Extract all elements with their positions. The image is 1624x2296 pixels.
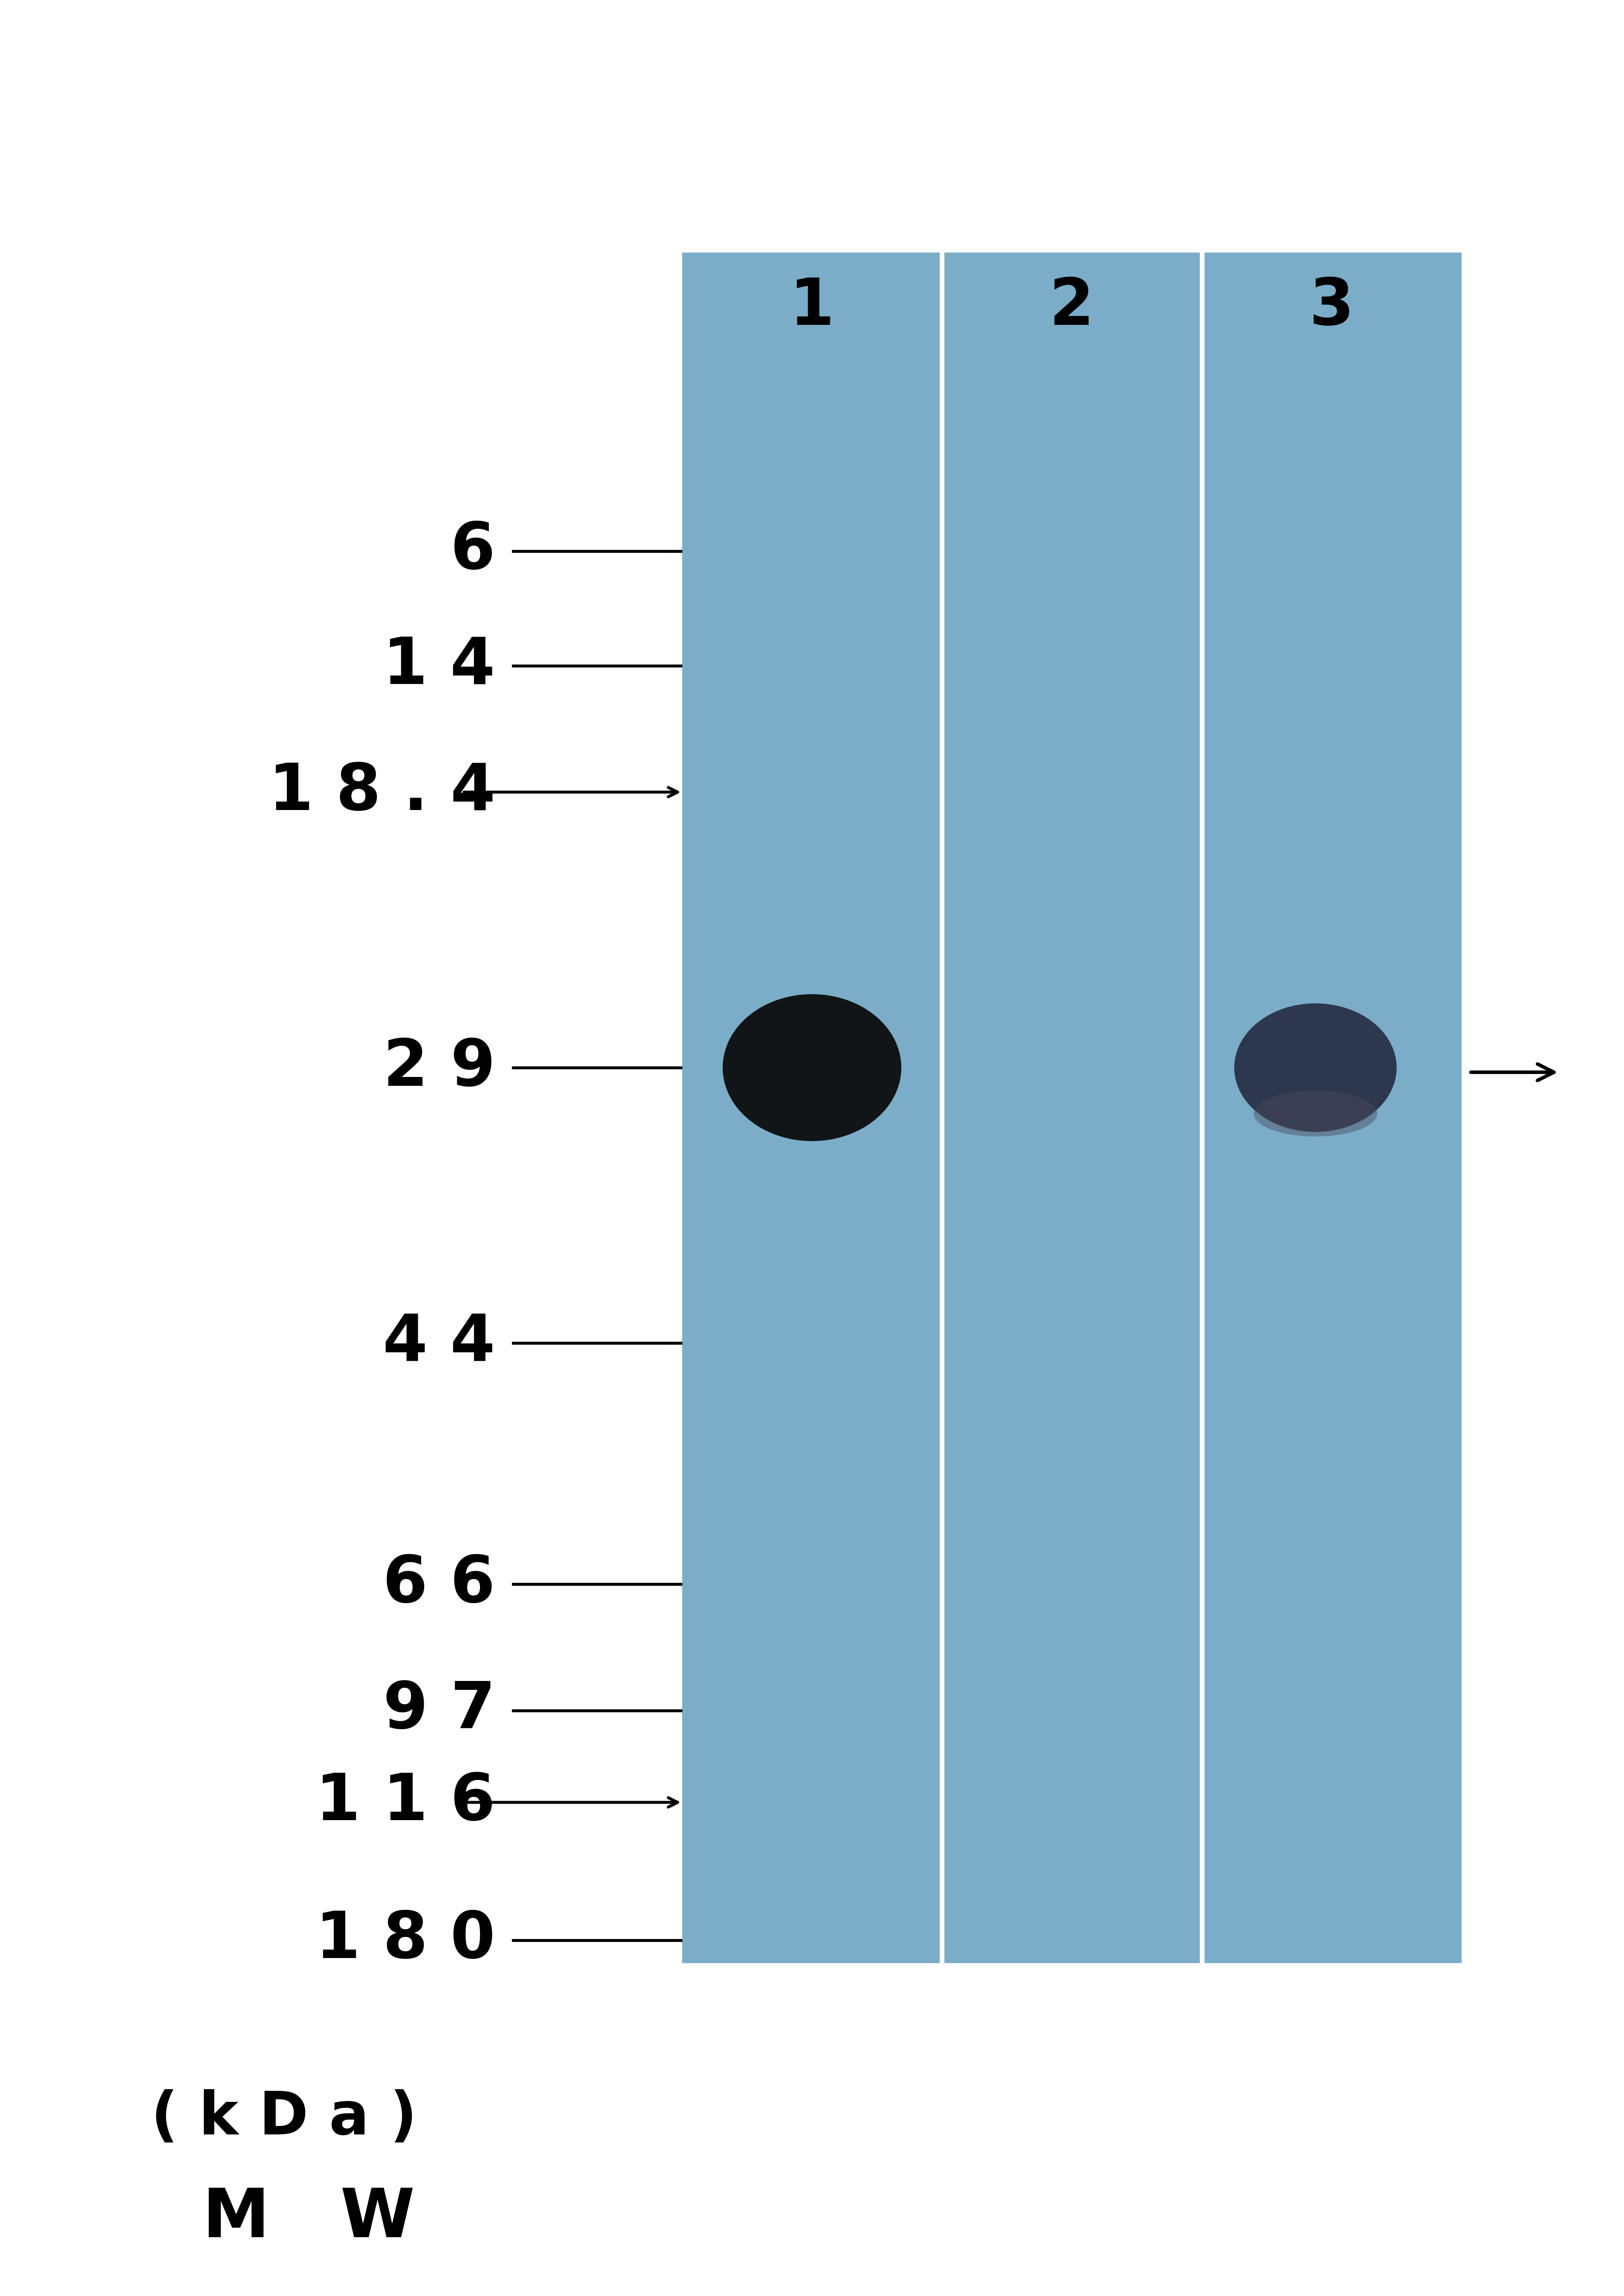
Text: 9 7: 9 7 (383, 1678, 495, 1743)
Text: 2: 2 (1049, 276, 1095, 338)
Ellipse shape (1254, 1091, 1377, 1137)
Ellipse shape (1234, 1003, 1397, 1132)
Text: 1 4: 1 4 (383, 634, 495, 698)
Bar (682, 253, 1462, 1963)
Text: ( k D a ): ( k D a ) (151, 2089, 417, 2147)
Text: 1 1 6: 1 1 6 (315, 1770, 495, 1835)
Ellipse shape (723, 994, 901, 1141)
Text: 6: 6 (450, 519, 495, 583)
Text: 4 4: 4 4 (383, 1311, 495, 1375)
Text: 1: 1 (789, 276, 835, 338)
Text: 1 8 . 4: 1 8 . 4 (268, 760, 495, 824)
Text: 2 9: 2 9 (383, 1035, 495, 1100)
Text: 1 8 0: 1 8 0 (315, 1908, 495, 1972)
Text: M   W: M W (203, 2186, 414, 2252)
Text: 3: 3 (1309, 276, 1354, 338)
Text: 6 6: 6 6 (383, 1552, 495, 1616)
